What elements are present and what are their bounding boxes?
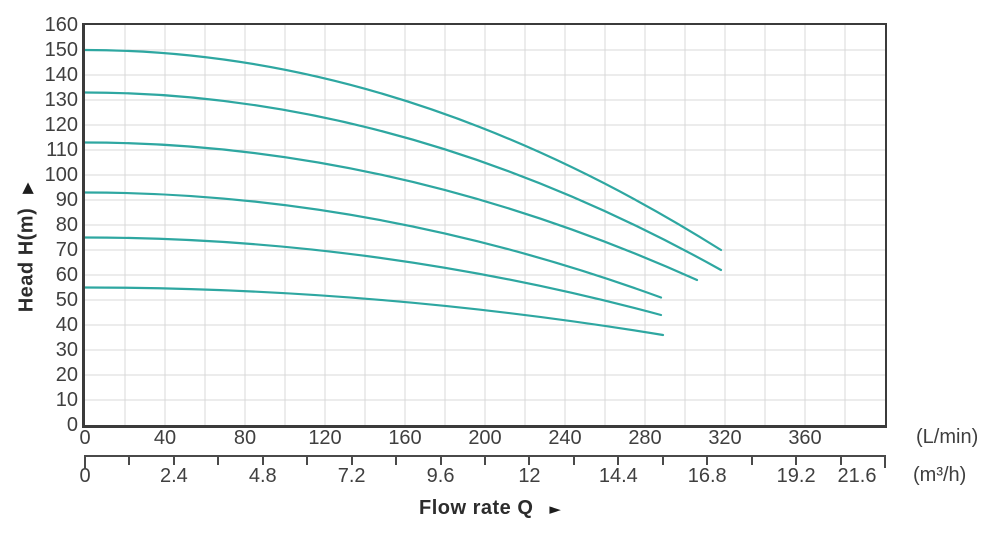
ruler-tick bbox=[306, 455, 309, 465]
y-tick-label: 90 bbox=[55, 189, 78, 211]
y-tick-label: 130 bbox=[44, 89, 78, 111]
x-tick-label-m3h: 12 bbox=[518, 465, 541, 487]
x-axis-title: Flow rate Q ► bbox=[419, 497, 561, 520]
x-tick-label-lmin: 240 bbox=[548, 427, 582, 449]
y-tick-label: 20 bbox=[55, 364, 78, 386]
pump-curve-6 bbox=[85, 286, 665, 337]
y-tick-label: 160 bbox=[44, 14, 78, 36]
ruler-tick bbox=[884, 455, 886, 468]
y-tick-label: 30 bbox=[55, 339, 78, 361]
y-tick-label: 10 bbox=[55, 389, 78, 411]
x-tick-label-m3h: 14.4 bbox=[598, 465, 638, 487]
ruler-tick bbox=[128, 455, 131, 465]
ruler-tick bbox=[217, 455, 220, 465]
x-tick-label-m3h: 7.2 bbox=[337, 465, 366, 487]
ruler-tick bbox=[795, 455, 798, 465]
y-tick-label: 140 bbox=[44, 64, 78, 86]
x-tick-label-m3h: 9.6 bbox=[426, 465, 455, 487]
ruler-tick bbox=[484, 455, 486, 465]
plot-area bbox=[82, 23, 887, 428]
ruler-tick bbox=[839, 455, 842, 465]
y-tick-label: 50 bbox=[55, 289, 78, 311]
x-tick-label-lmin: 360 bbox=[788, 427, 822, 449]
y-tick-label: 100 bbox=[44, 164, 78, 186]
x-tick-label-lmin: 200 bbox=[468, 427, 502, 449]
ruler-tick bbox=[617, 455, 620, 465]
y-tick-label: 40 bbox=[55, 314, 78, 336]
x-tick-label-m3h: 16.8 bbox=[687, 465, 727, 487]
y-tick-label: 70 bbox=[55, 239, 78, 261]
x-tick-label-lmin: 40 bbox=[153, 427, 177, 449]
x-tick-label-m3h: 4.8 bbox=[248, 465, 277, 487]
up-arrow-icon: ▲ bbox=[22, 178, 34, 196]
x-tick-label-m3h: 19.2 bbox=[776, 465, 816, 487]
x-tick-label-lmin: 320 bbox=[708, 427, 742, 449]
y-tick-label: 80 bbox=[55, 214, 78, 236]
right-arrow-icon: ► bbox=[549, 499, 561, 518]
ruler-tick bbox=[395, 455, 398, 465]
ruler-tick bbox=[706, 455, 709, 465]
ruler-tick bbox=[528, 455, 531, 465]
ruler-tick bbox=[261, 455, 264, 465]
y-tick-label: 110 bbox=[46, 139, 78, 161]
ruler-tick bbox=[572, 455, 575, 465]
ruler-tick bbox=[172, 455, 175, 465]
x-tick-label-lmin: 120 bbox=[308, 427, 342, 449]
x-tick-label-lmin: 280 bbox=[628, 427, 662, 449]
x-tick-label-lmin: 0 bbox=[79, 427, 91, 449]
pump-curve-5 bbox=[85, 236, 663, 317]
ruler-tick bbox=[750, 455, 753, 465]
x-tick-label-lmin: 160 bbox=[388, 427, 422, 449]
ruler-tick bbox=[350, 455, 353, 465]
ruler-tick bbox=[439, 455, 442, 465]
y-tick-label: 120 bbox=[44, 114, 78, 136]
x-axis-title-text: Flow rate Q bbox=[419, 497, 534, 519]
x-tick-label-m3h: 21.6 bbox=[837, 465, 877, 487]
y-tick-label: 0 bbox=[66, 414, 78, 436]
plot-canvas bbox=[85, 25, 885, 425]
pump-curve-3 bbox=[85, 141, 699, 282]
pump-curve-1 bbox=[85, 48, 723, 252]
ruler-tick bbox=[84, 455, 86, 468]
x-tick-label-m3h: 2.4 bbox=[159, 465, 188, 487]
x-tick-label-lmin: 80 bbox=[233, 427, 257, 449]
pump-curve-2 bbox=[85, 91, 723, 272]
x-axis-lmin-unit-label: (L/min) bbox=[916, 426, 979, 448]
pump-curve-4 bbox=[85, 191, 663, 299]
y-tick-label: 150 bbox=[44, 39, 78, 61]
x-tick-label-m3h: 0 bbox=[79, 465, 91, 487]
y-tick-label: 60 bbox=[55, 264, 78, 286]
ruler-tick bbox=[661, 455, 664, 465]
x-axis-m3h-unit-label: (m³/h) bbox=[913, 464, 967, 486]
